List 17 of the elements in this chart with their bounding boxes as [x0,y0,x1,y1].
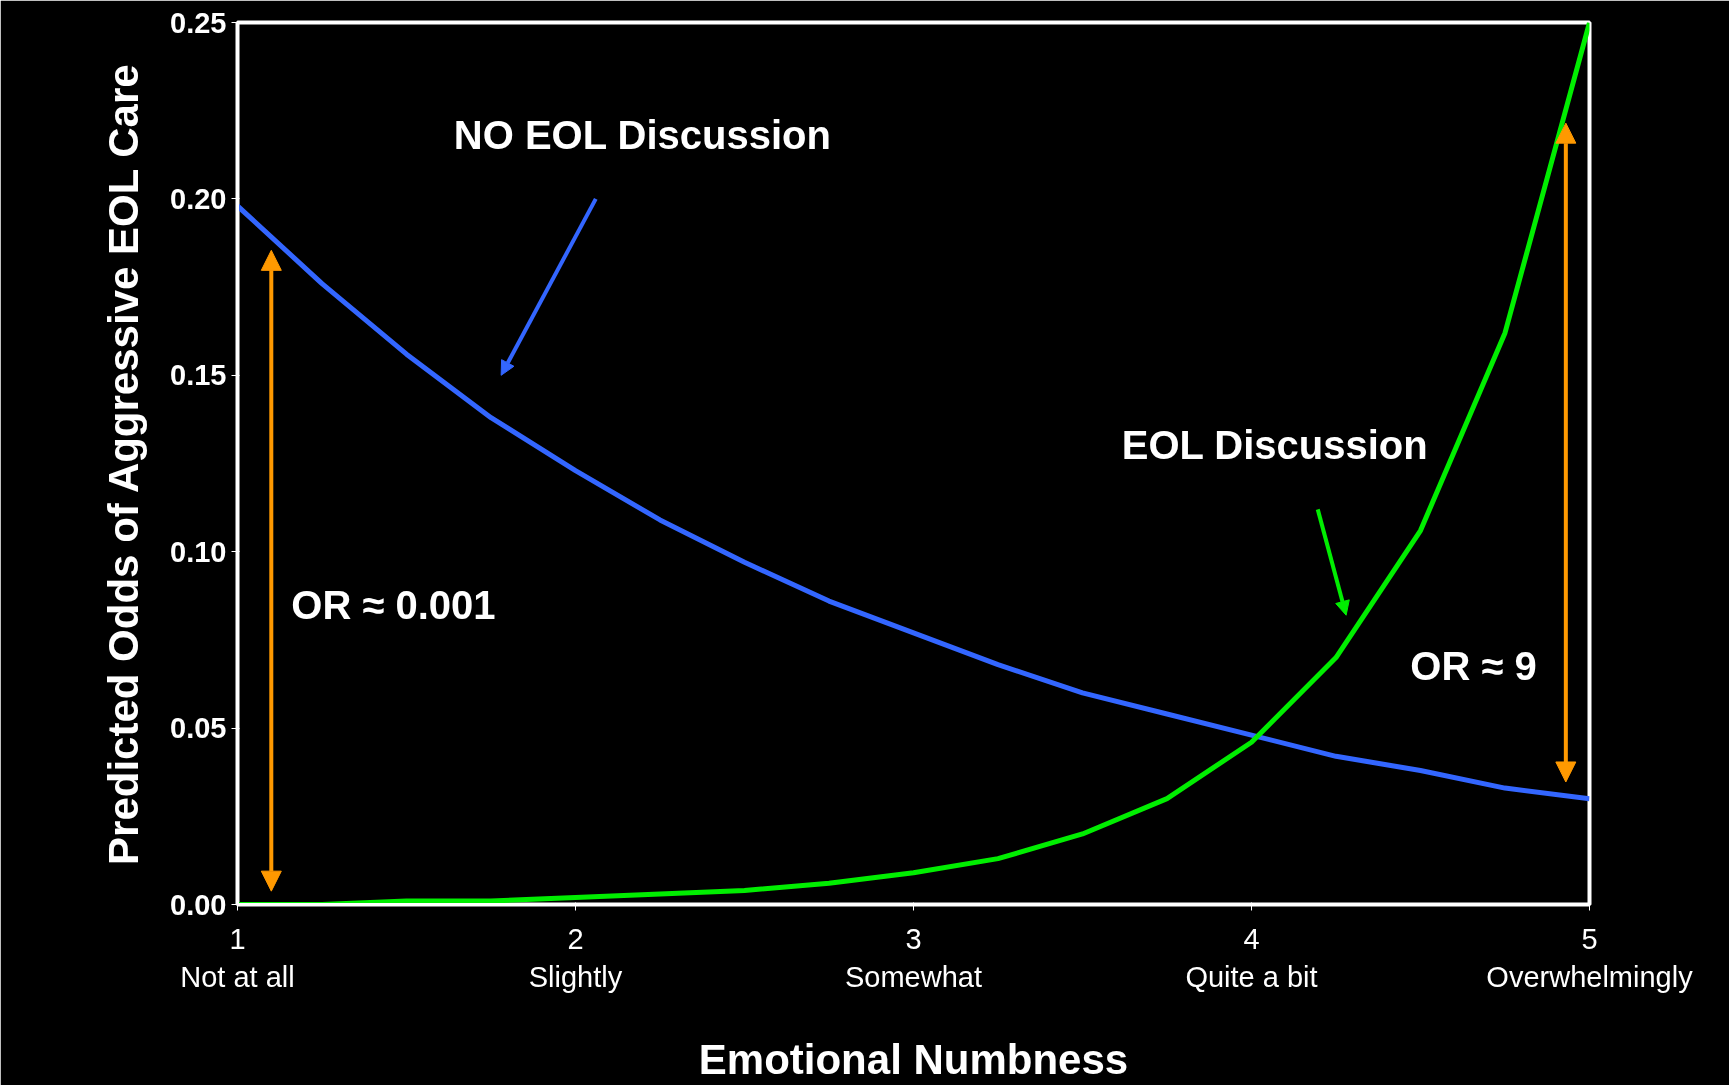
text: NO EOL Discussion [453,112,831,157]
x-tick-label: 3 Somewhat [844,922,983,993]
x-tick-label: 4 Quite a bit [1185,922,1318,993]
x-tick-label: 5 Overwhelmingly [1486,922,1694,993]
y-axis-title: Predicted Odds of Aggressive EOL Care [100,64,148,865]
x-axis-title: Emotional Numbness [698,1035,1129,1083]
series-label: EOL Discussion [1121,423,1428,468]
y-tick-label: 0.25 [170,6,227,39]
y-tick-label: 0.15 [170,359,227,392]
y-tick-label: 0.00 [170,888,227,921]
y-tick-label: 0.05 [170,712,227,745]
x-tick-label: 2 Slightly [528,922,623,993]
annotation: OR ≈ 0.001 [291,582,496,627]
x-tick-label: 1 Not at all [180,922,295,993]
y-tick-label: 0.20 [170,182,227,215]
y-tick-label: 0.10 [170,535,227,568]
annotation: OR ≈ 9 [1410,644,1537,689]
